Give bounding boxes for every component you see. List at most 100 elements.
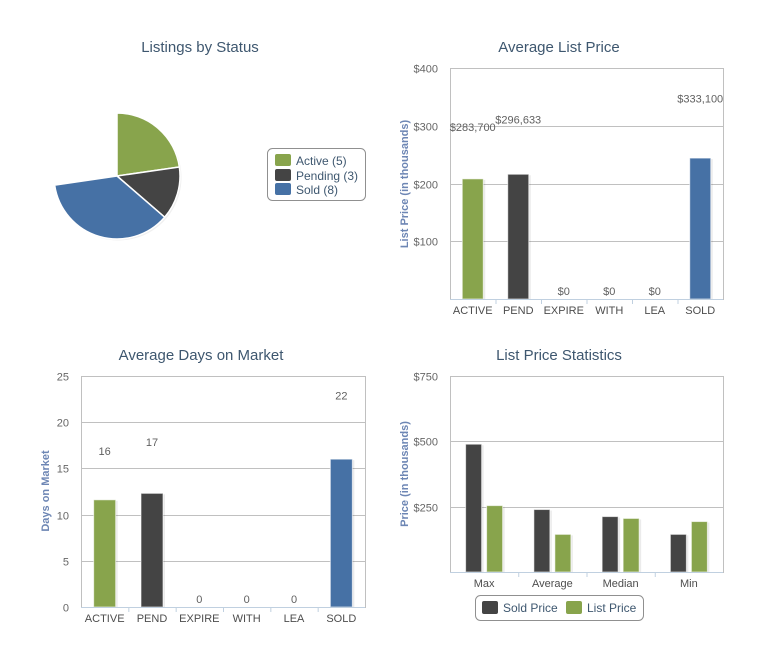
x-tick-label: SOLD: [685, 305, 715, 317]
pie-slice-sold[interactable]: [53, 175, 166, 240]
y-tick-label: $250: [414, 503, 438, 515]
bar-pend[interactable]: [507, 173, 530, 300]
data-label-sold: 22: [335, 391, 347, 403]
y-axis-ticks: $100 $200 $300 $400: [414, 64, 438, 249]
y-tick-label: $400: [414, 64, 438, 76]
y-tick-label: 10: [57, 511, 69, 523]
chart-title: Listings by Status: [141, 39, 259, 56]
listings-by-status-chart: Listings by Status Active (5) Pending (3…: [53, 39, 366, 241]
chart-title: List Price Statistics: [496, 347, 622, 364]
y-axis-ticks: 0 5 10 15 20 25: [57, 372, 69, 615]
y-tick-label: 5: [63, 557, 69, 569]
legend-item-pending[interactable]: Pending (3): [275, 169, 358, 183]
pie-legend: Active (5) Pending (3) Sold (8): [267, 148, 366, 201]
legend-swatch-list-price: [566, 601, 582, 614]
y-tick-label: 15: [57, 464, 69, 476]
y-tick-label: $500: [414, 437, 438, 449]
y-tick-label: $750: [414, 372, 438, 384]
x-tick-label: EXPIRE: [179, 613, 219, 625]
chart-title: Average List Price: [498, 39, 619, 56]
plot-area: [81, 376, 366, 608]
legend-label-active: Active (5): [296, 154, 347, 168]
data-label-pend: $296,633: [495, 115, 541, 127]
legend-label-list-price: List Price: [587, 601, 637, 615]
data-label-sold: $333,100: [677, 94, 723, 106]
data-label-lea: $0: [649, 286, 661, 298]
data-label-with: $0: [603, 286, 615, 298]
y-tick-label: 0: [63, 603, 69, 615]
bars: [465, 443, 710, 573]
y-axis-ticks: $250 $500 $750: [414, 372, 438, 515]
x-tick-label: Average: [532, 578, 573, 590]
bar-sold-price-median[interactable]: [601, 516, 619, 573]
y-axis-title: List Price (in thousands): [399, 119, 411, 248]
x-tick-label: PEND: [137, 613, 168, 625]
y-axis-title: Days on Market: [40, 450, 52, 532]
y-axis-title: Price (in thousands): [399, 421, 411, 527]
legend-label-sold: Sold (8): [296, 183, 338, 197]
gridlines: [81, 376, 366, 608]
x-tick-label: ACTIVE: [85, 613, 125, 625]
x-tick-label: Min: [680, 578, 698, 590]
legend-box: [267, 148, 366, 201]
legend-box: [475, 595, 644, 621]
average-list-price-chart: Average List Price List Price (in thousa…: [399, 39, 724, 317]
legend-swatch-pending: [275, 169, 291, 181]
x-tick-label: Max: [474, 578, 495, 590]
x-axis-ticks: ACTIVE PEND EXPIRE WITH LEA SOLD: [81, 607, 365, 625]
y-tick-label: $300: [414, 122, 438, 134]
x-tick-label: PEND: [503, 305, 534, 317]
x-tick-label: WITH: [595, 305, 623, 317]
bar-list-price-max[interactable]: [486, 505, 504, 573]
y-tick-label: 20: [57, 418, 69, 430]
legend-label-pending: Pending (3): [296, 169, 358, 183]
legend-swatch-sold: [275, 183, 291, 195]
data-label-pend: 17: [146, 437, 158, 449]
x-tick-label: ACTIVE: [453, 305, 493, 317]
x-axis-ticks: ACTIVE PEND EXPIRE WITH LEA SOLD: [450, 299, 723, 317]
x-tick-label: Median: [603, 578, 639, 590]
legend-swatch-sold-price: [482, 601, 498, 614]
x-tick-label: WITH: [233, 613, 261, 625]
legend-item-sold-price[interactable]: Sold Price: [482, 601, 558, 615]
x-axis-ticks: Max Average Median Min: [450, 572, 723, 590]
x-tick-label: LEA: [644, 305, 665, 317]
bar-sold-price-max[interactable]: [465, 443, 483, 573]
y-tick-label: $100: [414, 237, 438, 249]
bar-active[interactable]: [461, 178, 484, 300]
bars: [461, 157, 713, 300]
data-labels: 16 17 0 0 0 22: [99, 391, 348, 606]
data-label-with: 0: [244, 594, 250, 606]
bars: [93, 458, 355, 608]
pie-slice-pending[interactable]: [116, 166, 181, 218]
y-tick-label: 25: [57, 372, 69, 384]
series-legend: Sold Price List Price: [475, 595, 644, 621]
data-labels: $283,700$296,633 $0 $0 $0 $333,100: [450, 94, 723, 298]
chart-title: Average Days on Market: [119, 347, 285, 364]
bar-sold-price-min[interactable]: [669, 533, 687, 573]
data-label-lea: 0: [291, 594, 297, 606]
x-tick-label: SOLD: [326, 613, 356, 625]
data-label-active: $283,700: [450, 122, 496, 134]
data-label-expire: $0: [558, 286, 570, 298]
bar-list-price-average[interactable]: [554, 533, 572, 573]
pie-slices: [53, 112, 182, 241]
average-days-on-market-chart: Average Days on Market Days on Market 0 5…: [40, 347, 366, 625]
data-label-expire: 0: [196, 594, 202, 606]
bar-sold[interactable]: [689, 157, 712, 300]
bar-list-price-min[interactable]: [690, 521, 708, 573]
bar-sold[interactable]: [329, 458, 353, 608]
legend-item-list-price[interactable]: List Price: [566, 601, 637, 615]
data-label-active: 16: [99, 446, 111, 458]
bar-sold-price-average[interactable]: [533, 509, 551, 573]
legend-item-sold[interactable]: Sold (8): [275, 183, 338, 197]
y-tick-label: $200: [414, 180, 438, 192]
bar-list-price-median[interactable]: [622, 517, 640, 573]
x-tick-label: LEA: [284, 613, 305, 625]
pie-slice-active[interactable]: [116, 112, 181, 177]
legend-swatch-active: [275, 154, 291, 166]
legend-item-active[interactable]: Active (5): [275, 154, 347, 168]
bar-pend[interactable]: [140, 492, 164, 608]
bar-active[interactable]: [93, 499, 117, 608]
